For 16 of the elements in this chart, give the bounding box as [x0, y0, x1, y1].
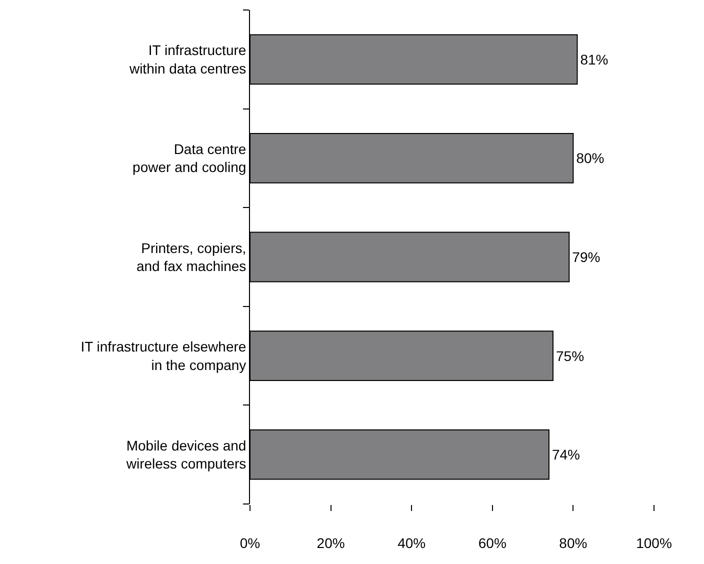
x-tick-label: 20%: [316, 534, 345, 551]
x-tick-label: 80%: [559, 534, 588, 551]
x-tick-label: 40%: [398, 534, 426, 551]
x-tick-label: 100%: [636, 534, 672, 551]
x-tick-label: 0%: [240, 534, 260, 551]
data-label: 81%: [580, 51, 608, 68]
x-tick-label: 60%: [478, 534, 506, 551]
y-tick-label: Mobile devices and wireless computers: [125, 437, 246, 472]
y-tick-label: Data centre power and cooling: [132, 141, 246, 176]
y-tick-label: IT infrastructure elsewhere in the company: [80, 338, 246, 373]
y-tick-label: IT infrastructure within data centres: [128, 42, 246, 76]
y-tick-label: Printers, copiers, and fax machines: [136, 240, 246, 274]
data-label: 79%: [572, 249, 600, 265]
data-label: 80%: [576, 150, 604, 166]
data-label: 75%: [556, 348, 584, 364]
data-label: 74%: [552, 446, 580, 463]
